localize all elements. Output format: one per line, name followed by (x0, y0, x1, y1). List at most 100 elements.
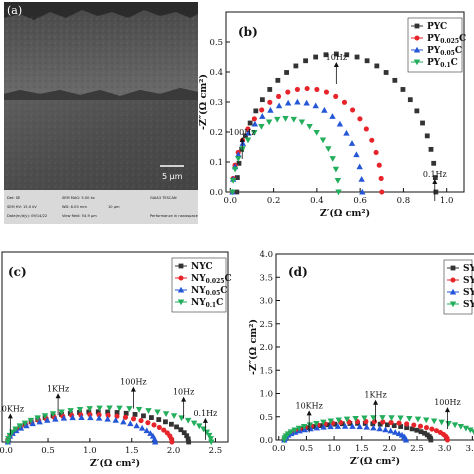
point-square (418, 429, 424, 435)
x-tick-label: 1.0 (327, 444, 341, 454)
point-triangle-down (208, 439, 215, 446)
x-tick-label: 0.6 (353, 196, 367, 206)
point-circle (363, 126, 369, 132)
point-square (105, 409, 111, 415)
point-circle (357, 116, 363, 122)
legend-label: SY (463, 288, 474, 298)
point-circle (259, 107, 265, 113)
x-tick-label: 0.5 (41, 446, 55, 456)
x-tick-label: 0.5 (300, 444, 314, 454)
point-triangle-up (327, 423, 334, 430)
point-triangle-up (52, 415, 59, 422)
point-triangle-down (325, 146, 332, 152)
point-circle (96, 412, 102, 418)
point-square (370, 421, 376, 427)
legend-label: NYC (191, 262, 213, 272)
point-triangle-down (414, 416, 422, 423)
point-square (163, 419, 168, 425)
point-square (184, 433, 190, 439)
point-triangle-down (58, 409, 65, 416)
point-triangle-up (370, 424, 377, 431)
point-circle (151, 422, 157, 428)
point-triangle-down (313, 129, 320, 136)
y-tick-label: 0.0 (209, 188, 223, 198)
series-4 (229, 115, 342, 196)
point-triangle-down (406, 416, 413, 422)
point-triangle-down (457, 424, 465, 430)
panel-a: 5 μm Det: SE SEM MAG: 5.00 kx GAIA3 TESCAN… (4, 2, 199, 224)
point-square (174, 424, 179, 430)
point-triangle-down (290, 116, 297, 123)
point-triangle-down (397, 415, 404, 422)
annotation-arrow (202, 417, 208, 423)
point-triangle-down (49, 411, 57, 417)
annotation-arrow (373, 399, 379, 405)
point-triangle-up (301, 426, 308, 433)
point-triangle-up (267, 106, 274, 113)
x-tick-label: 0.0 (0, 446, 13, 456)
sem-info-cell: View field: 54.9 μm (62, 214, 97, 218)
point-triangle-up (104, 415, 111, 422)
point-square (325, 422, 331, 428)
point-triangle-up (296, 427, 303, 434)
point-triangle-down (430, 418, 438, 425)
point-triangle-down (335, 417, 342, 424)
point-triangle-down (334, 177, 342, 184)
point-triangle-up (312, 102, 319, 109)
legend-label: SY (463, 300, 474, 310)
point-triangle-down (178, 415, 185, 422)
x-tick-label: 0.2 (267, 196, 281, 206)
x-tick-label: 1.0 (440, 196, 454, 206)
point-triangle-down (451, 422, 459, 429)
point-circle (433, 428, 440, 434)
point-triangle-up (336, 120, 344, 127)
point-triangle-up (60, 414, 68, 421)
point-square (306, 425, 311, 431)
point-square (186, 439, 192, 445)
point-triangle-up (341, 422, 349, 429)
point-triangle-down (295, 425, 303, 432)
point-square (318, 423, 324, 428)
x-tick-label: 2.0 (167, 446, 181, 456)
point-square (433, 189, 439, 195)
point-triangle-down (67, 408, 74, 414)
point-triangle-up (334, 423, 342, 429)
point-triangle-up (382, 426, 389, 433)
point-triangle-down (106, 405, 113, 412)
series-3 (4, 414, 159, 445)
point-square (243, 133, 248, 139)
x-tick-label: 2.5 (410, 444, 424, 454)
sem-info-cell: 10 μm (108, 205, 120, 209)
y-axis-label: -Z″(Ω cm²) (248, 319, 259, 375)
point-triangle-down (449, 301, 457, 308)
annotation-label: 10KHz (0, 404, 24, 413)
point-circle (161, 427, 167, 433)
point-square (422, 430, 427, 436)
point-square (293, 63, 299, 69)
point-triangle-up (44, 417, 51, 423)
point-triangle-down (300, 424, 308, 430)
legend-label: PY0.025C (427, 34, 466, 45)
chart-d: 0.0 0.5 1.0 1.5 2.0 2.5 3.0 3.5 0.0 0.5 1.0 1.5 2.0 2… (248, 250, 474, 467)
point-triangle-down (313, 420, 320, 427)
point-triangle-up (87, 414, 94, 421)
point-triangle-up (294, 98, 301, 105)
point-circle (417, 423, 424, 429)
sem-info-text: Det: SE SEM MAG: 5.00 kx GAIA3 TESCAN SEM H… (7, 196, 199, 218)
point-circle (444, 437, 451, 443)
sem-info-cell: Date(m/d/y): 09/14/22 (7, 214, 47, 218)
point-triangle-down (282, 115, 289, 122)
point-square (383, 70, 389, 75)
point-circle (350, 107, 356, 113)
x-tick-label: 1.0 (83, 446, 97, 456)
point-triangle-up (343, 129, 350, 136)
point-triangle-up (245, 129, 252, 136)
point-square (148, 415, 154, 420)
chart-b: 0.0 0.2 0.4 0.6 0.8 1.0 0.0 0.1 0.2 0.3 0.4 0.5 Z′(Ω… (198, 11, 466, 219)
point-triangle-down (145, 408, 152, 414)
point-triangle-up (235, 151, 242, 158)
point-triangle-down (265, 119, 273, 126)
point-square (428, 146, 434, 152)
y-tick-label: 4.0 (259, 250, 273, 260)
point-circle (169, 439, 175, 445)
